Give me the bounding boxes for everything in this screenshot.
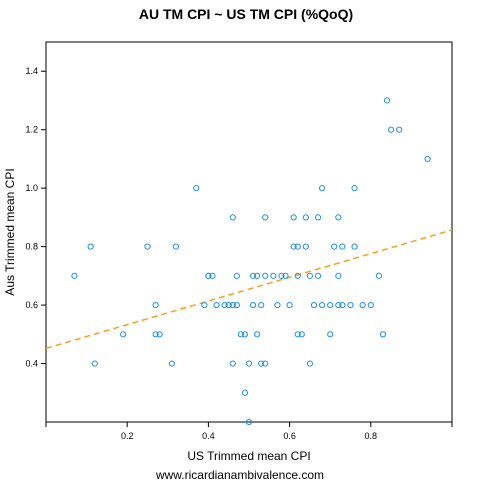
data-point xyxy=(339,301,346,309)
data-point xyxy=(306,272,313,279)
data-point xyxy=(396,126,403,133)
data-point xyxy=(152,301,159,309)
y-axis-label: Aus Trimmed mean CPI xyxy=(3,168,17,295)
y-tick-label: 0.4 xyxy=(25,359,38,369)
data-point xyxy=(294,331,301,338)
data-point xyxy=(286,301,293,309)
data-point xyxy=(318,185,326,192)
data-point xyxy=(379,331,387,338)
y-tick-label: 0.6 xyxy=(25,300,38,310)
chart-title: AU TM CPI ~ US TM CPI (%QoQ) xyxy=(139,6,353,22)
data-point xyxy=(229,301,236,309)
data-point xyxy=(310,301,318,309)
y-axis: 0.4 0.6 0.8 1.0 1.2 1.4 xyxy=(25,66,46,369)
data-point xyxy=(290,214,297,221)
data-point xyxy=(152,331,159,338)
data-point xyxy=(213,301,220,309)
data-point xyxy=(327,331,334,338)
data-point xyxy=(339,243,346,250)
data-point xyxy=(306,360,313,367)
data-point xyxy=(318,301,326,309)
data-point xyxy=(294,272,301,279)
x-axis-label: US Trimmed mean CPI xyxy=(187,449,310,463)
data-point xyxy=(375,272,383,279)
data-point xyxy=(290,243,297,250)
data-point xyxy=(258,301,265,309)
data-point xyxy=(237,331,244,338)
data-point xyxy=(388,126,395,133)
data-point xyxy=(294,243,301,250)
y-tick-label: 0.8 xyxy=(25,242,38,252)
data-point xyxy=(229,214,236,221)
plot-frame xyxy=(45,41,453,423)
data-point xyxy=(270,272,277,279)
data-point xyxy=(205,272,212,279)
data-point xyxy=(383,97,391,104)
data-point xyxy=(254,331,261,338)
data-point xyxy=(156,331,163,338)
y-tick-label: 1.2 xyxy=(25,125,38,135)
data-point xyxy=(335,214,342,221)
data-point xyxy=(87,243,94,250)
source-caption: www.ricardianambivalence.com xyxy=(155,468,324,480)
data-point xyxy=(254,272,261,279)
data-point xyxy=(262,272,269,279)
data-point xyxy=(233,272,240,279)
data-point xyxy=(335,272,342,279)
data-point xyxy=(225,301,232,309)
data-point xyxy=(233,301,240,309)
data-point xyxy=(347,301,354,309)
data-point xyxy=(351,185,358,192)
data-point xyxy=(278,272,285,279)
data-point xyxy=(302,214,309,221)
data-point xyxy=(168,360,175,367)
data-points xyxy=(71,97,431,426)
data-point xyxy=(249,272,257,279)
data-point xyxy=(359,301,366,309)
data-point xyxy=(424,155,431,163)
data-point xyxy=(335,301,342,309)
x-tick-label: 0.8 xyxy=(365,431,378,441)
data-point xyxy=(241,389,249,396)
data-point xyxy=(314,272,322,279)
y-tick-label: 1.0 xyxy=(25,183,38,193)
data-point xyxy=(274,301,281,309)
data-point xyxy=(229,360,236,367)
x-tick-label: 0.2 xyxy=(121,431,134,441)
x-tick-label: 0.4 xyxy=(202,431,215,441)
data-point xyxy=(367,301,374,309)
data-point xyxy=(282,272,289,279)
data-point xyxy=(249,301,257,309)
data-point xyxy=(172,243,180,250)
data-point xyxy=(209,272,216,279)
data-point xyxy=(258,360,265,367)
data-point xyxy=(193,185,200,192)
data-point xyxy=(120,331,127,338)
data-point xyxy=(298,331,305,338)
data-point xyxy=(144,243,151,250)
y-tick-label: 1.4 xyxy=(25,66,38,76)
data-point xyxy=(314,214,322,221)
data-point xyxy=(302,243,309,250)
x-tick-label: 0.6 xyxy=(283,431,296,441)
data-point xyxy=(221,301,228,309)
data-point xyxy=(262,214,269,221)
data-point xyxy=(245,418,253,426)
trend-line xyxy=(45,229,453,350)
data-point xyxy=(241,331,249,338)
data-point xyxy=(91,360,98,367)
data-point xyxy=(71,272,78,279)
data-point xyxy=(327,301,334,309)
x-axis: 0.2 0.4 0.6 0.8 xyxy=(45,422,453,441)
data-point xyxy=(245,360,253,367)
data-point xyxy=(351,243,358,250)
data-point xyxy=(331,243,338,250)
data-point xyxy=(201,301,208,309)
data-point xyxy=(262,360,269,367)
